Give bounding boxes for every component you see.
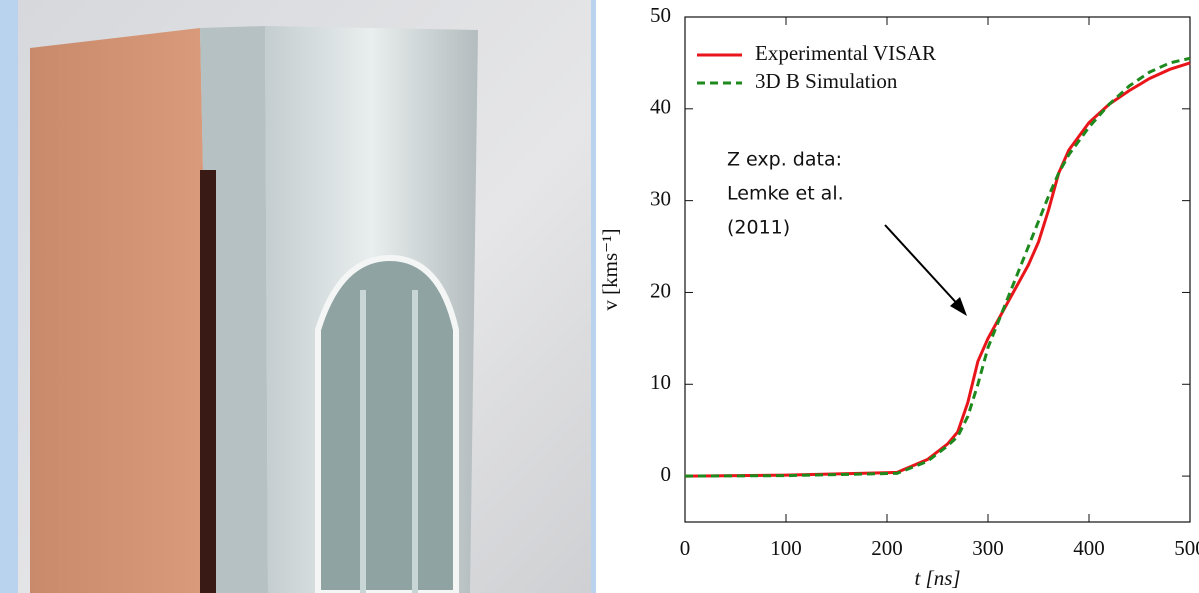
y-axis-label: v [kms⁻¹] — [598, 228, 622, 310]
x-tick-label: 500 — [1174, 536, 1199, 560]
legend-label: 3D B Simulation — [755, 69, 898, 93]
x-tick-label: 200 — [871, 536, 903, 560]
y-tick-label: 10 — [650, 370, 671, 394]
x-tick-label: 300 — [972, 536, 1004, 560]
render-image — [18, 0, 591, 593]
y-tick-label: 40 — [650, 95, 671, 119]
annotation: (2011) — [727, 217, 790, 239]
y-tick-label: 20 — [650, 278, 671, 302]
plot: 0 100 200 300 400 500 0 10 20 30 40 50 t [ns] v [kms⁻… — [598, 3, 1199, 590]
chart-panel — [596, 0, 1199, 593]
legend-label: Experimental VISAR — [755, 41, 936, 65]
x-axis-label: t [ns] — [914, 566, 960, 590]
arrow-head — [950, 297, 967, 316]
series-line — [684, 56, 1191, 478]
y-tick-label: 30 — [650, 186, 671, 210]
y-tick-label: 50 — [650, 3, 671, 27]
annotation: Z exp. data: — [727, 149, 842, 171]
plot-frame — [684, 16, 1191, 523]
annotation-arrow — [884, 224, 963, 310]
x-tick-label: 0 — [680, 536, 691, 560]
x-tick-label: 100 — [770, 536, 802, 560]
y-tick-label: 0 — [661, 462, 672, 486]
annotation: Lemke et al. — [727, 183, 844, 205]
x-tick-label: 400 — [1073, 536, 1105, 560]
